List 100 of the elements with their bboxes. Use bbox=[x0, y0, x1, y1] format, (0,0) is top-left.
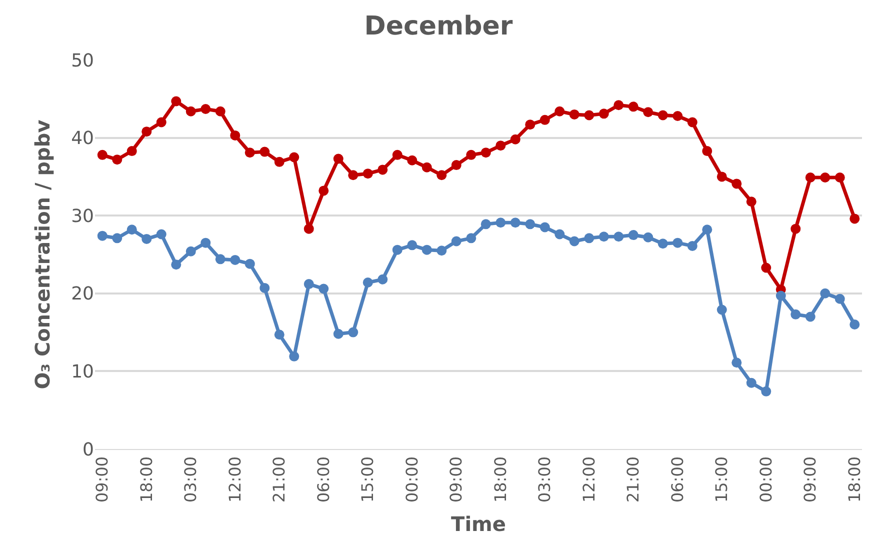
point bbox=[687, 240, 698, 251]
point bbox=[480, 148, 491, 158]
point bbox=[171, 96, 182, 106]
point bbox=[260, 146, 270, 157]
x-tick-label: 18:00 bbox=[490, 456, 510, 503]
y-tick-label: 50 bbox=[71, 50, 94, 72]
x-tick-label: 06:00 bbox=[314, 456, 333, 503]
point bbox=[142, 126, 152, 137]
point bbox=[244, 148, 255, 158]
x-tick-label: 09:00 bbox=[92, 456, 112, 503]
point bbox=[466, 150, 476, 160]
point bbox=[348, 327, 358, 338]
point bbox=[643, 232, 654, 242]
point bbox=[805, 172, 816, 182]
point bbox=[746, 378, 756, 388]
point bbox=[186, 106, 196, 116]
point bbox=[658, 110, 668, 120]
point bbox=[672, 111, 683, 122]
point bbox=[304, 279, 314, 290]
point bbox=[510, 218, 520, 228]
point bbox=[112, 233, 122, 244]
point bbox=[540, 222, 550, 232]
point bbox=[348, 170, 358, 180]
point bbox=[525, 120, 536, 130]
point bbox=[436, 246, 447, 256]
point bbox=[525, 219, 536, 230]
point bbox=[496, 140, 506, 151]
point bbox=[422, 244, 432, 255]
point bbox=[746, 196, 756, 207]
point bbox=[540, 114, 550, 125]
point bbox=[230, 254, 240, 265]
point bbox=[318, 284, 329, 294]
point bbox=[850, 214, 860, 224]
point bbox=[850, 320, 860, 330]
point bbox=[628, 102, 638, 112]
point bbox=[378, 274, 388, 284]
point bbox=[156, 117, 166, 128]
point bbox=[805, 312, 816, 322]
point bbox=[658, 238, 668, 249]
x-tick-label: 00:00 bbox=[402, 456, 422, 503]
point bbox=[584, 233, 594, 244]
point bbox=[480, 219, 491, 230]
point bbox=[820, 172, 830, 182]
point bbox=[274, 330, 284, 340]
point bbox=[392, 150, 402, 160]
point bbox=[687, 117, 698, 128]
point bbox=[304, 224, 314, 234]
point bbox=[510, 134, 520, 144]
y-tick-label: 10 bbox=[71, 362, 94, 382]
point bbox=[554, 106, 565, 116]
x-tick-label: 00:00 bbox=[756, 456, 776, 503]
point bbox=[569, 236, 580, 246]
point bbox=[274, 156, 284, 167]
point bbox=[732, 358, 742, 368]
point bbox=[422, 162, 432, 172]
point bbox=[142, 234, 152, 244]
point bbox=[569, 109, 580, 120]
point bbox=[378, 164, 388, 175]
y-tick-label: 40 bbox=[71, 128, 94, 150]
x-tick-label: 12:00 bbox=[225, 456, 244, 503]
point bbox=[215, 106, 226, 116]
x-tick-label: 21:00 bbox=[270, 456, 289, 503]
y-tick-label: 0 bbox=[82, 439, 94, 460]
point bbox=[200, 104, 211, 114]
point bbox=[834, 172, 845, 182]
point bbox=[333, 328, 344, 339]
point bbox=[333, 154, 344, 164]
point bbox=[702, 224, 712, 235]
y-tick-label: 30 bbox=[71, 206, 94, 227]
point bbox=[112, 154, 122, 165]
point bbox=[643, 107, 654, 118]
point bbox=[614, 100, 624, 110]
point bbox=[790, 309, 801, 320]
point bbox=[407, 155, 418, 166]
point bbox=[244, 258, 255, 269]
point bbox=[215, 254, 226, 264]
point bbox=[451, 236, 462, 246]
point bbox=[466, 233, 476, 244]
x-tick-label: 15:00 bbox=[358, 456, 378, 503]
y-tick-label: 20 bbox=[71, 284, 94, 305]
point bbox=[436, 170, 447, 180]
point bbox=[230, 130, 240, 140]
point bbox=[97, 150, 108, 160]
point bbox=[790, 224, 801, 234]
point bbox=[126, 146, 137, 156]
x-tick-label: 06:00 bbox=[668, 456, 687, 503]
point bbox=[598, 108, 609, 119]
point bbox=[392, 244, 402, 255]
x-tick-label: 21:00 bbox=[624, 456, 643, 503]
point bbox=[554, 229, 565, 240]
point bbox=[200, 238, 211, 248]
point bbox=[716, 304, 727, 315]
point bbox=[628, 230, 638, 240]
point bbox=[716, 172, 727, 182]
x-tick-label: 12:00 bbox=[579, 456, 598, 503]
point bbox=[584, 110, 594, 120]
point bbox=[598, 232, 609, 242]
point bbox=[672, 238, 683, 248]
point bbox=[289, 351, 300, 362]
x-tick-label: 15:00 bbox=[712, 456, 732, 503]
